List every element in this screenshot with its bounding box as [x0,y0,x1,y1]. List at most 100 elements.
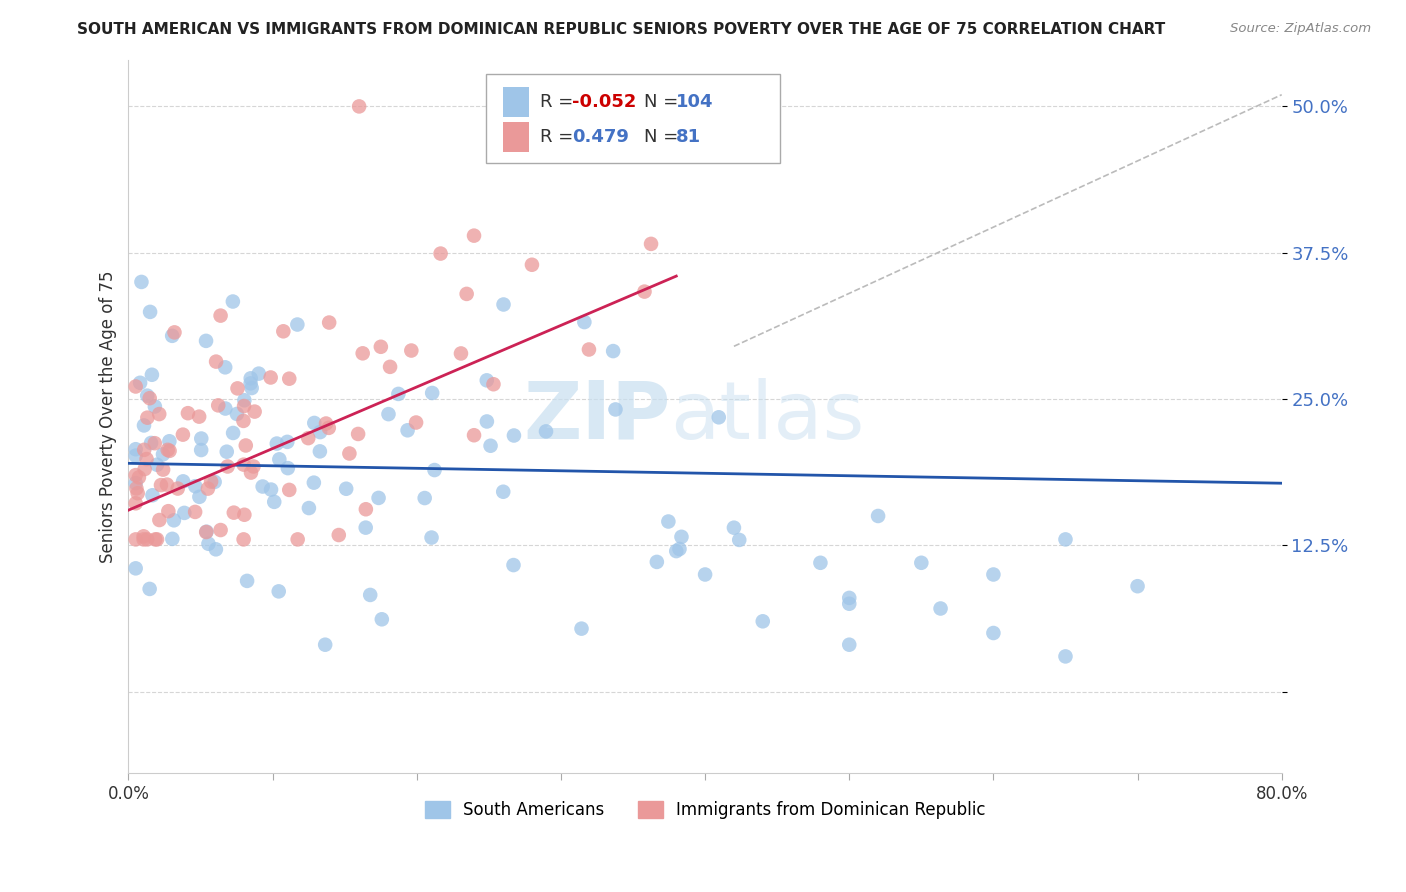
Point [371,612,394,626]
Point [657,515,679,529]
Point [277,461,299,475]
Point [339,446,361,460]
Point [136,389,159,403]
Point [232,414,254,428]
Point [233,393,256,408]
Point [370,340,392,354]
Point [222,294,245,309]
Point [671,530,693,544]
Point [190,443,212,458]
Point [1126,579,1149,593]
Point [124,476,146,491]
FancyBboxPatch shape [486,74,780,163]
Point [127,486,149,500]
Point [214,401,236,416]
Point [200,475,222,489]
Point [239,371,262,385]
Point [752,615,775,629]
Point [139,436,162,450]
Point [214,360,236,375]
Point [605,402,627,417]
Point [668,541,690,556]
Point [215,444,238,458]
Point [304,416,326,430]
Point [423,463,446,477]
Point [136,533,159,547]
Point [302,475,325,490]
Point [141,368,163,382]
Point [172,427,194,442]
Point [650,76,672,90]
Point [132,533,155,547]
Point [983,567,1005,582]
Point [377,407,399,421]
Point [173,506,195,520]
Point [534,425,557,439]
Point [143,533,166,547]
Point [263,495,285,509]
Point [354,521,377,535]
Legend: South Americans, Immigrants from Dominican Republic: South Americans, Immigrants from Dominic… [418,794,993,826]
Point [429,246,451,260]
Point [132,529,155,543]
Point [260,483,283,497]
Point [162,532,184,546]
Point [450,346,472,360]
Point [318,316,340,330]
Point [209,523,232,537]
Point [188,490,211,504]
Point [475,414,498,428]
Text: R =: R = [540,93,579,111]
Point [148,407,170,421]
Point [232,533,254,547]
Point [166,482,188,496]
Point [420,531,443,545]
Point [266,436,288,450]
Point [129,376,152,390]
Point [354,502,377,516]
Point [665,544,688,558]
Point [482,377,505,392]
Text: R =: R = [540,128,585,146]
Point [309,444,332,458]
Point [868,508,890,523]
Point [152,462,174,476]
Point [207,398,229,412]
Point [520,258,543,272]
Point [124,449,146,463]
Point [134,442,156,457]
Point [910,556,932,570]
Point [260,370,283,384]
Point [226,407,249,421]
Point [205,542,228,557]
Point [235,438,257,452]
Y-axis label: Seniors Poverty Over the Age of 75: Seniors Poverty Over the Age of 75 [100,270,117,563]
Point [233,399,256,413]
Point [420,386,443,401]
Point [163,326,186,340]
Point [128,470,150,484]
Point [197,537,219,551]
Point [475,373,498,387]
Point [131,275,153,289]
Point [159,443,181,458]
Point [124,561,146,575]
Point [243,404,266,418]
Point [929,601,952,615]
Point [148,513,170,527]
Point [226,381,249,395]
Point [141,488,163,502]
Point [143,436,166,450]
Point [602,344,624,359]
Point [195,524,218,539]
Point [172,475,194,489]
Point [983,626,1005,640]
Point [184,505,207,519]
Point [222,425,245,440]
Point [396,423,419,437]
Point [269,452,291,467]
Point [138,582,160,596]
Point [810,556,832,570]
Point [124,442,146,457]
Point [401,343,423,358]
